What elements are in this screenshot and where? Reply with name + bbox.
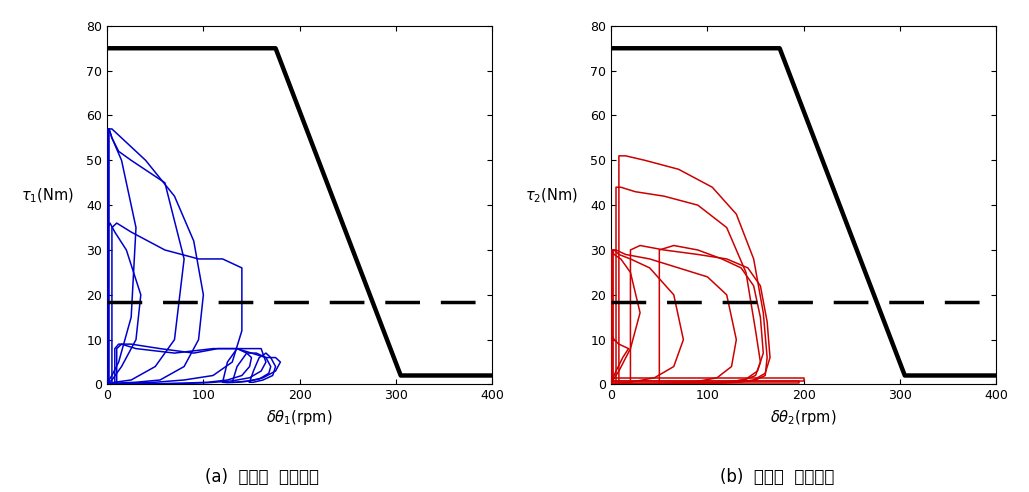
Text: (b)  슬관절  요구조건: (b) 슬관절 요구조건 (719, 468, 835, 486)
X-axis label: $\delta\theta_2$(rpm): $\delta\theta_2$(rpm) (771, 408, 837, 427)
Text: (a)  고관절  요구조건: (a) 고관절 요구조건 (206, 468, 319, 486)
X-axis label: $\delta\theta_1$(rpm): $\delta\theta_1$(rpm) (267, 408, 332, 427)
Y-axis label: $\tau_1$(Nm): $\tau_1$(Nm) (21, 187, 74, 205)
Y-axis label: $\tau_2$(Nm): $\tau_2$(Nm) (525, 187, 578, 205)
